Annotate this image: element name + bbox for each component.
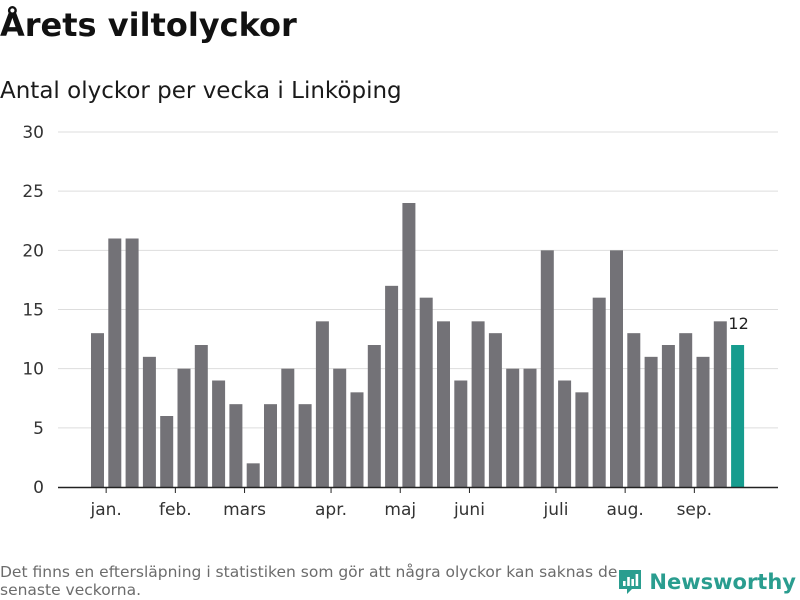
bar bbox=[160, 416, 174, 487]
bar bbox=[385, 285, 399, 487]
y-tick-label: 10 bbox=[22, 360, 44, 380]
bar bbox=[575, 392, 589, 487]
bar bbox=[367, 345, 381, 487]
bar bbox=[281, 368, 295, 487]
bar bbox=[350, 392, 364, 487]
bar bbox=[592, 297, 606, 487]
bar bbox=[419, 297, 433, 487]
bar bbox=[246, 463, 260, 487]
bar bbox=[679, 333, 693, 487]
bar bbox=[558, 380, 572, 487]
y-tick-label: 15 bbox=[22, 301, 44, 321]
x-tick-label: jan. bbox=[89, 500, 121, 520]
bar bbox=[713, 321, 727, 487]
bar bbox=[194, 345, 208, 487]
x-tick-label: apr. bbox=[315, 500, 347, 520]
bar bbox=[142, 356, 156, 487]
x-tick-label: feb. bbox=[159, 500, 192, 520]
bar bbox=[402, 203, 416, 487]
x-tick-label: mars bbox=[223, 500, 266, 520]
y-tick-label: 30 bbox=[22, 123, 44, 143]
bar bbox=[315, 321, 329, 487]
bar bbox=[333, 368, 347, 487]
data-label: 12 bbox=[728, 314, 748, 333]
x-tick-label: juni bbox=[453, 500, 485, 520]
x-tick-label: aug. bbox=[606, 500, 643, 520]
bar bbox=[627, 333, 641, 487]
bar bbox=[471, 321, 485, 487]
bar bbox=[91, 333, 104, 487]
footnote: Det finns en eftersläpning i statistiken… bbox=[0, 563, 618, 599]
bar bbox=[264, 404, 277, 487]
bar bbox=[644, 356, 658, 487]
x-tick-label: maj bbox=[384, 500, 416, 520]
x-tick-label: sep. bbox=[677, 500, 713, 520]
bar bbox=[454, 380, 468, 487]
bar bbox=[523, 368, 537, 487]
bar bbox=[696, 356, 710, 487]
bar bbox=[108, 238, 122, 487]
y-tick-label: 25 bbox=[22, 182, 44, 202]
bar bbox=[661, 345, 675, 487]
bar bbox=[177, 368, 191, 487]
bar bbox=[125, 238, 139, 487]
bar bbox=[212, 380, 226, 487]
brand-name: Newsworthy bbox=[649, 570, 796, 594]
chart-subtitle: Antal olyckor per vecka i Linköping bbox=[0, 78, 402, 104]
bar-highlight bbox=[731, 345, 745, 487]
bar bbox=[540, 250, 554, 487]
y-tick-label: 20 bbox=[22, 241, 44, 261]
chart-title: Årets viltolyckor bbox=[0, 6, 297, 44]
data-labels: 12 bbox=[728, 314, 748, 333]
x-tick-label: juli bbox=[542, 500, 568, 520]
bars bbox=[91, 203, 745, 487]
y-tick-label: 0 bbox=[33, 478, 44, 498]
y-axis-ticks: 0 5 10 15 20 25 30 bbox=[22, 123, 44, 498]
bar bbox=[488, 333, 502, 487]
brand: Newsworthy bbox=[617, 568, 796, 596]
bar bbox=[610, 250, 623, 487]
x-axis-ticks: jan. feb. mars apr. maj juni juli aug. sep. bbox=[89, 487, 712, 520]
bar bbox=[229, 404, 243, 487]
bar bbox=[437, 321, 450, 487]
y-tick-label: 5 bbox=[33, 419, 44, 439]
newsworthy-logo-icon bbox=[619, 570, 642, 594]
bar bbox=[506, 368, 520, 487]
bar bbox=[298, 404, 312, 487]
